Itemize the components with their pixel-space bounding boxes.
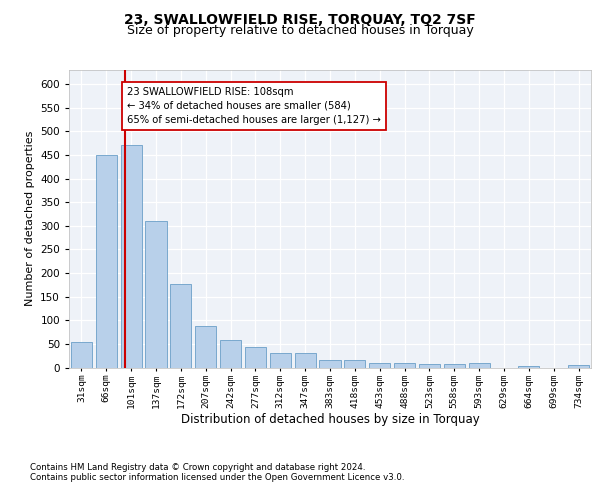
Bar (270, 354, 291, 368)
Bar (295, 353, 316, 368)
Bar (145, 220, 167, 368)
Bar (71, 342, 92, 367)
Bar (195, 326, 216, 368)
Bar (394, 363, 415, 368)
Bar (444, 364, 465, 368)
Bar (96, 155, 117, 368)
Bar (170, 284, 191, 368)
Bar (518, 366, 539, 368)
Text: 23 SWALLOWFIELD RISE: 108sqm
← 34% of detached houses are smaller (584)
65% of s: 23 SWALLOWFIELD RISE: 108sqm ← 34% of de… (127, 86, 381, 124)
Bar (369, 363, 390, 368)
Bar (121, 144, 142, 368)
Y-axis label: Number of detached properties: Number of detached properties (25, 131, 35, 306)
Bar (319, 360, 341, 368)
Text: Size of property relative to detached houses in Torquay: Size of property relative to detached ho… (127, 24, 473, 37)
Text: Distribution of detached houses by size in Torquay: Distribution of detached houses by size … (181, 412, 479, 426)
Bar (568, 365, 589, 368)
Bar (245, 346, 266, 368)
Bar (469, 363, 490, 368)
Bar (220, 340, 241, 367)
Text: Contains public sector information licensed under the Open Government Licence v3: Contains public sector information licen… (30, 472, 404, 482)
Text: Contains HM Land Registry data © Crown copyright and database right 2024.: Contains HM Land Registry data © Crown c… (30, 462, 365, 471)
Bar (344, 360, 365, 368)
Text: 23, SWALLOWFIELD RISE, TORQUAY, TQ2 7SF: 23, SWALLOWFIELD RISE, TORQUAY, TQ2 7SF (124, 12, 476, 26)
Bar (419, 364, 440, 368)
